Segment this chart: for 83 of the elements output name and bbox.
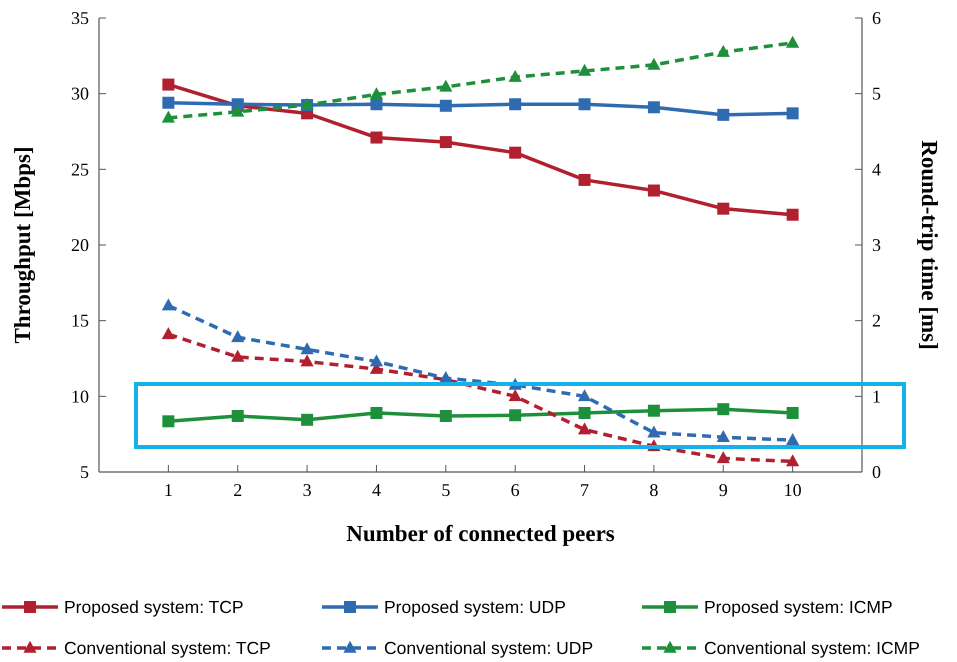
point <box>370 98 382 110</box>
point <box>440 100 452 112</box>
point <box>370 132 382 144</box>
legend-label: Conventional system: TCP <box>64 638 271 658</box>
point <box>440 410 452 422</box>
point <box>509 409 522 422</box>
x-tick-label: 6 <box>510 480 520 500</box>
point <box>300 342 314 354</box>
point <box>578 64 592 76</box>
legend-label: Conventional system: ICMP <box>704 638 920 658</box>
x-tick-label: 5 <box>441 480 450 500</box>
point <box>162 298 175 310</box>
legend-label: Conventional system: UDP <box>384 638 594 658</box>
y2-tick-label: 0 <box>872 462 881 482</box>
legend-label: Proposed system: UDP <box>384 597 566 617</box>
y2-tick-label: 4 <box>872 159 881 180</box>
point <box>300 354 314 366</box>
y-tick-label: 20 <box>71 235 89 255</box>
point <box>717 202 730 215</box>
point <box>162 78 174 91</box>
point <box>162 415 174 428</box>
point <box>231 104 244 117</box>
y-tick-label: 15 <box>71 310 89 331</box>
point <box>716 44 730 57</box>
y-tick-label: 10 <box>71 386 89 406</box>
point <box>578 98 591 110</box>
point <box>301 414 314 426</box>
point <box>162 96 174 109</box>
x-tick-label: 2 <box>233 480 242 500</box>
y-tick-label: 35 <box>71 8 89 28</box>
legend-label: Proposed system: TCP <box>64 597 244 617</box>
y2-tick-label: 6 <box>872 8 881 28</box>
y2-axis-title: Round-trip time [ms] <box>917 140 942 350</box>
x-tick-label: 8 <box>649 480 658 500</box>
point <box>509 98 522 110</box>
x-tick-label: 7 <box>580 480 590 500</box>
point <box>370 354 384 366</box>
point <box>647 425 661 438</box>
point <box>786 454 800 466</box>
point <box>717 403 730 416</box>
y2-tick-label: 1 <box>872 386 881 406</box>
y2-tick-label: 5 <box>872 84 881 104</box>
point <box>648 184 660 197</box>
point <box>647 58 661 70</box>
point <box>162 110 175 123</box>
point <box>716 430 730 442</box>
point <box>231 350 244 362</box>
point <box>439 80 452 92</box>
point <box>231 330 244 342</box>
point <box>716 451 730 464</box>
y-tick-label: 25 <box>71 159 89 180</box>
point <box>786 208 799 221</box>
y-tick-label: 30 <box>71 84 89 104</box>
point <box>786 36 800 48</box>
y2-tick-label: 3 <box>872 235 881 255</box>
point <box>370 406 382 419</box>
point <box>578 389 592 402</box>
y2-tick-label: 2 <box>872 310 881 331</box>
x-tick-label: 9 <box>718 480 728 500</box>
x-axis-title: Number of connected peers <box>346 521 615 546</box>
point <box>232 410 244 422</box>
legend-label: Proposed system: ICMP <box>704 597 893 617</box>
point <box>786 406 799 419</box>
point <box>508 389 522 402</box>
y-tick-label: 5 <box>80 462 89 482</box>
x-tick-label: 1 <box>164 480 173 500</box>
point <box>786 107 799 120</box>
point <box>578 174 591 186</box>
point <box>648 101 660 114</box>
point <box>162 327 175 340</box>
point <box>648 404 660 417</box>
point <box>578 406 591 419</box>
point <box>508 70 522 82</box>
x-tick-label: 4 <box>372 480 381 500</box>
point <box>509 146 522 159</box>
x-tick-label: 3 <box>302 480 312 500</box>
point <box>578 422 592 434</box>
point <box>717 108 730 121</box>
point <box>370 87 384 100</box>
y-axis-title: Throughput [Mbps] <box>10 146 36 344</box>
x-tick-label: 10 <box>784 480 802 500</box>
point <box>786 433 800 446</box>
point <box>440 136 452 148</box>
